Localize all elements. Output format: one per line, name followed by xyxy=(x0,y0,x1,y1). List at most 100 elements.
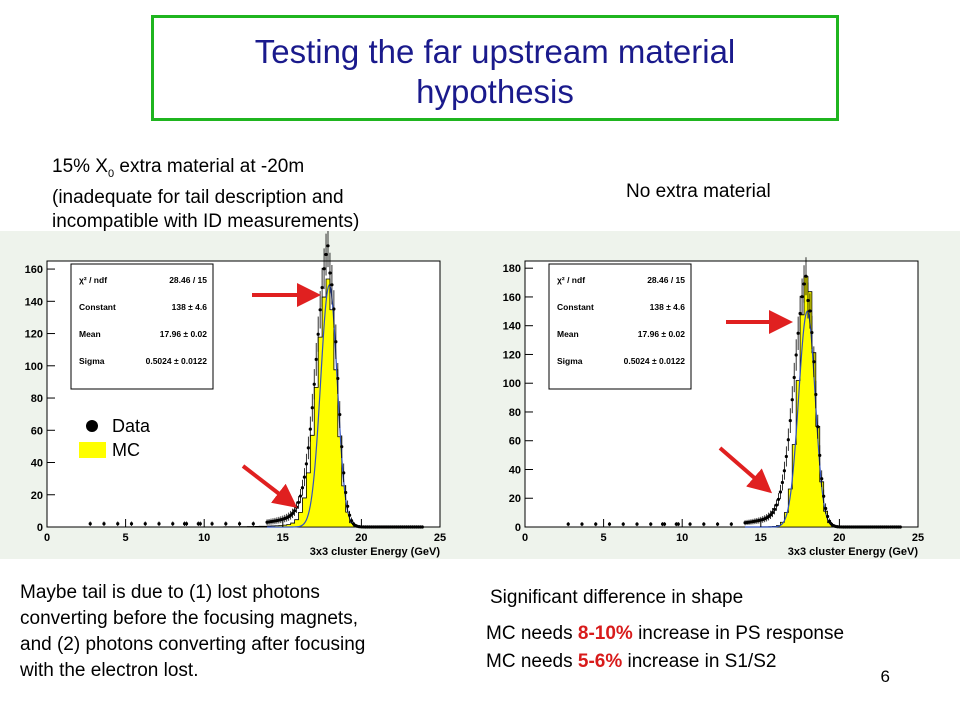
data-point xyxy=(774,503,779,507)
data-point xyxy=(792,375,796,380)
data-point xyxy=(302,475,307,479)
y-tick-label: 100 xyxy=(25,361,43,373)
y-tick-label: 160 xyxy=(25,264,43,276)
data-point xyxy=(314,357,318,362)
data-point xyxy=(102,522,106,526)
data-point xyxy=(312,382,316,386)
stats-label: χ² / ndf xyxy=(79,275,107,285)
data-point xyxy=(326,244,330,248)
data-point xyxy=(116,522,120,526)
data-point xyxy=(224,522,228,526)
y-tick-label: 40 xyxy=(509,464,521,476)
stats-value: 17.96 ± 0.02 xyxy=(638,329,685,339)
x-tick-label: 20 xyxy=(833,532,845,544)
right-note-3-pre: MC needs xyxy=(486,651,578,672)
data-point xyxy=(635,522,639,526)
data-point xyxy=(316,332,320,336)
x-tick-label: 10 xyxy=(198,532,210,544)
left-note-line2: converting before the focusing magnets, xyxy=(20,608,358,629)
slide-title-line1: Testing the far upstream material xyxy=(254,33,736,70)
stats-value: 0.5024 ± 0.0122 xyxy=(146,356,208,366)
data-point xyxy=(794,353,798,357)
data-point xyxy=(814,392,818,397)
data-point xyxy=(171,522,175,526)
stats-box: χ² / ndf 28.46 / 15 Constant 138 ± 4.6 Mean 1… xyxy=(70,263,214,390)
right-note-3-red: 5-6% xyxy=(577,651,623,672)
y-tick-label: 20 xyxy=(31,490,43,502)
data-point xyxy=(348,513,352,517)
data-point xyxy=(621,522,625,526)
y-tick-label: 0 xyxy=(37,522,43,534)
y-tick-label: 40 xyxy=(31,458,43,470)
left-note-line1: Maybe tail is due to (1) lost photons xyxy=(20,582,320,603)
data-point xyxy=(662,522,667,526)
left-caption-part2: extra material at -20m xyxy=(114,156,305,177)
data-point xyxy=(143,522,147,526)
data-point xyxy=(788,419,792,423)
data-point xyxy=(210,522,214,526)
data-point xyxy=(812,360,816,364)
data-point xyxy=(827,519,832,523)
right-note-3: MC needs 5-6% increase in S1/S2 xyxy=(486,650,776,674)
data-point xyxy=(292,509,297,513)
data-point xyxy=(291,511,295,515)
data-point xyxy=(300,486,305,490)
y-tick-label: 140 xyxy=(25,296,43,308)
data-point xyxy=(607,522,612,526)
data-point xyxy=(806,298,810,303)
data-point xyxy=(770,510,775,515)
data-point xyxy=(800,295,804,299)
data-point xyxy=(780,480,785,485)
x-tick-label: 20 xyxy=(355,532,367,544)
data-point xyxy=(298,494,303,498)
data-point xyxy=(157,522,161,526)
left-caption-line3: incompatible with ID measurements) xyxy=(52,210,360,232)
data-point xyxy=(310,406,314,410)
left-caption-sub: 0 xyxy=(107,167,115,180)
y-tick-label: 60 xyxy=(31,425,43,437)
y-tick-label: 180 xyxy=(503,263,521,275)
left-caption: 15% X0 extra material at -20m (inadequat… xyxy=(52,155,359,234)
y-tick-label: 120 xyxy=(25,329,43,341)
data-point xyxy=(580,522,584,526)
stats-box: χ² / ndf 28.46 / 15 Constant 138 ± 4.6 Mean 1… xyxy=(548,263,692,390)
data-point xyxy=(715,522,720,526)
data-point xyxy=(688,522,692,526)
stats-value: 138 ± 4.6 xyxy=(650,302,686,312)
data-point xyxy=(346,504,350,508)
data-point xyxy=(776,497,781,501)
data-point xyxy=(826,514,830,519)
right-note-3-post: increase in S1/S2 xyxy=(622,651,777,672)
slide-title-box: Testing the far upstream material hypoth… xyxy=(151,15,839,121)
data-point xyxy=(810,330,814,335)
stats-value: 17.96 ± 0.02 xyxy=(160,329,207,339)
x-tick-label: 15 xyxy=(755,532,767,544)
data-point xyxy=(336,376,340,381)
x-axis-label: 3x3 cluster Energy (GeV) xyxy=(788,546,919,558)
data-point xyxy=(340,445,344,449)
data-point xyxy=(796,331,800,335)
legend-mc-label: MC xyxy=(112,439,140,460)
stats-value: 138 ± 4.6 xyxy=(172,302,208,312)
left-caption-part1: 15% X xyxy=(52,156,108,177)
x-tick-label: 10 xyxy=(676,532,688,544)
data-point xyxy=(790,398,794,402)
data-point xyxy=(816,425,820,429)
right-note-2-pre: MC needs xyxy=(486,623,578,644)
data-point xyxy=(824,506,828,511)
page-number: 6 xyxy=(880,667,890,686)
stats-label: χ² / ndf xyxy=(557,275,585,285)
x-tick-label: 25 xyxy=(434,532,446,544)
y-tick-label: 20 xyxy=(509,493,521,505)
data-point xyxy=(334,340,338,344)
stats-value: 28.46 / 15 xyxy=(169,275,207,285)
data-marker-icon xyxy=(86,420,98,432)
left-caption-line2: (inadequate for tail description and xyxy=(52,186,344,208)
x-tick-label: 25 xyxy=(912,532,924,544)
left-note-line4: with the electron lost. xyxy=(20,660,199,681)
data-point xyxy=(306,446,310,450)
data-point xyxy=(342,471,346,475)
slide-title-line2: hypothesis xyxy=(416,73,574,110)
data-point xyxy=(251,522,255,526)
data-point xyxy=(338,412,342,417)
